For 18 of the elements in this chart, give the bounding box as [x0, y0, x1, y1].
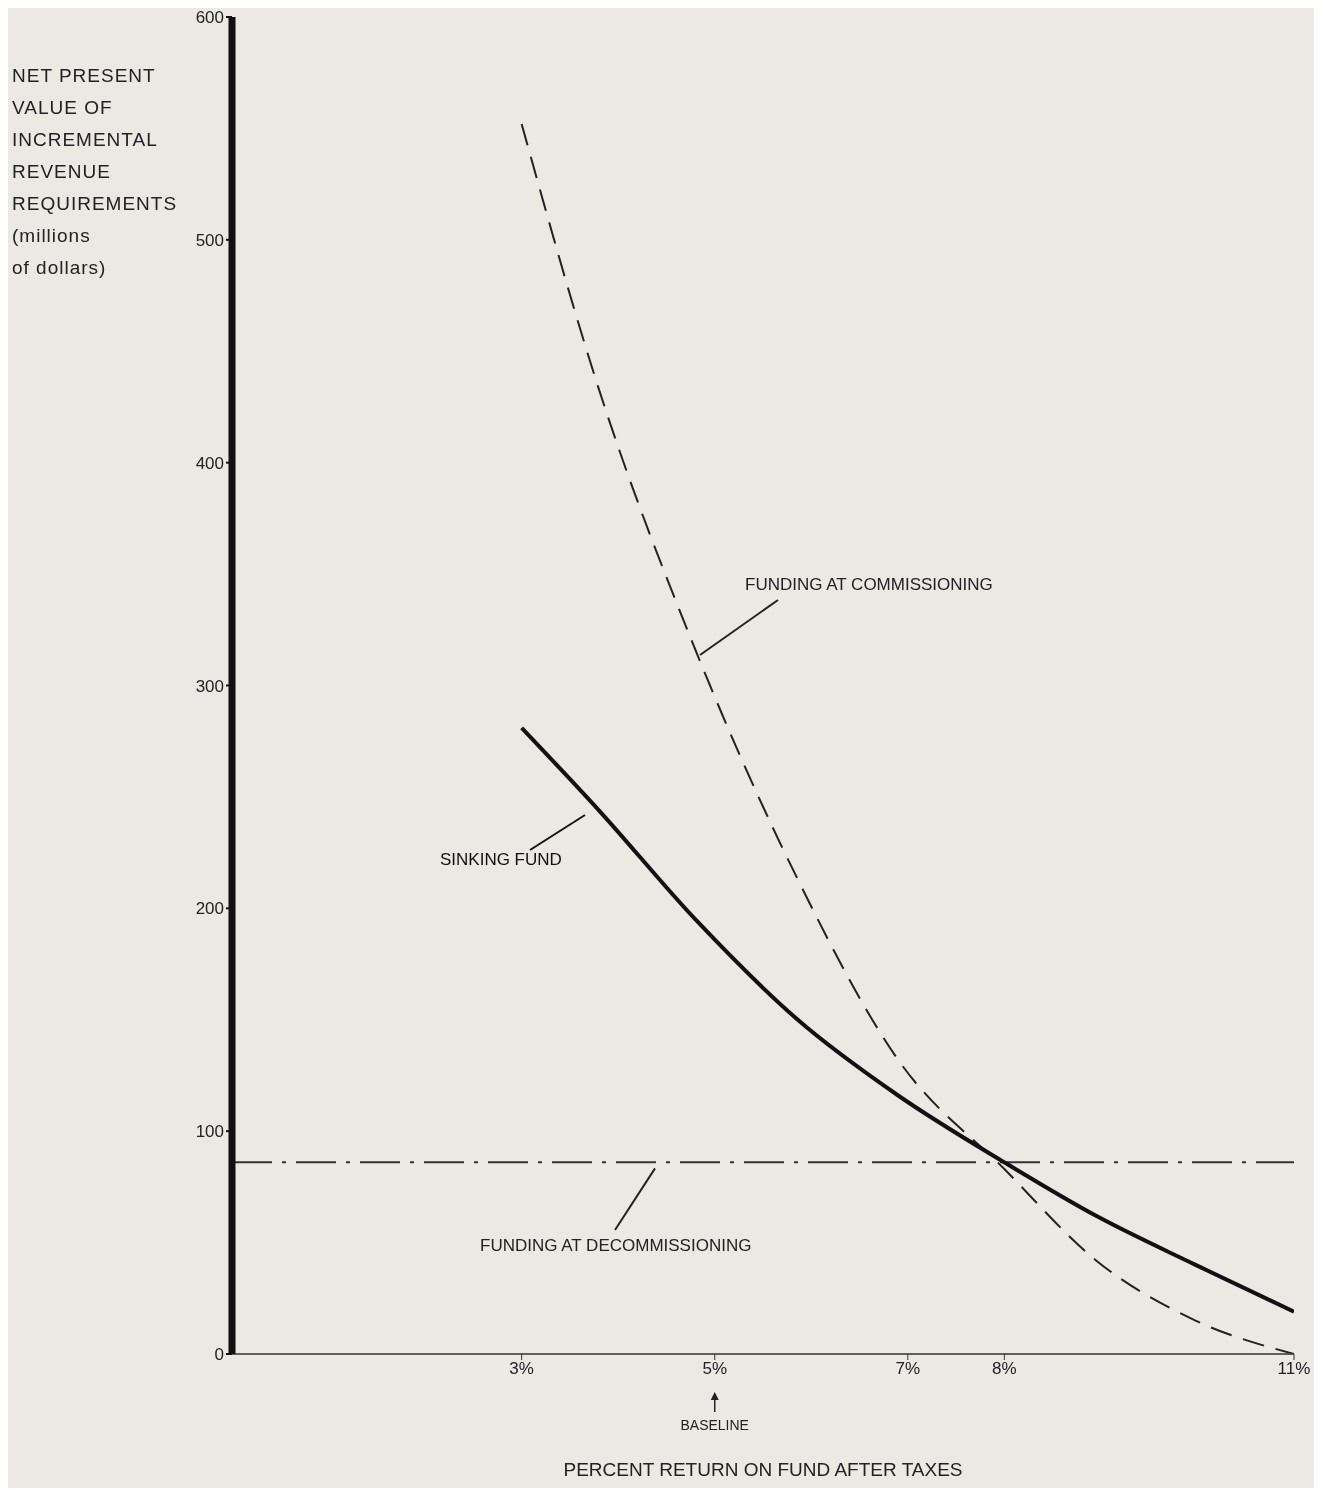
x-tick-label: 3%: [509, 1359, 534, 1379]
y-tick-label: 600: [195, 8, 224, 28]
y-tick-label: 100: [195, 1122, 224, 1142]
x-tick-label: 11%: [1277, 1359, 1311, 1379]
y-tick-label: 300: [195, 676, 224, 696]
legend-label: SINKING FUND: [440, 850, 562, 869]
y-tick-label: 200: [195, 899, 224, 919]
x-axis-title: PERCENT RETURN ON FUND AFTER TAXES: [563, 1459, 963, 1480]
x-tick-label: 8%: [992, 1359, 1017, 1379]
y-axis-title: NET PRESENT VALUE OF INCREMENTAL REVENUE REQUIREMENTS (millions of dollars): [12, 65, 178, 278]
text: FUNDING AT COMMISSIONING: [745, 575, 993, 594]
x-tick-label: 5%: [702, 1359, 728, 1379]
text: BASELINE: [680, 1417, 749, 1433]
ref-line-label: FUNDING AT DECOMMISSIONING: [480, 1236, 752, 1255]
y-tick-label: 0: [214, 1345, 224, 1365]
y-tick-label: 500: [195, 230, 224, 250]
x-tick-label: 7%: [895, 1359, 921, 1379]
y-tick-label: 400: [195, 453, 224, 473]
